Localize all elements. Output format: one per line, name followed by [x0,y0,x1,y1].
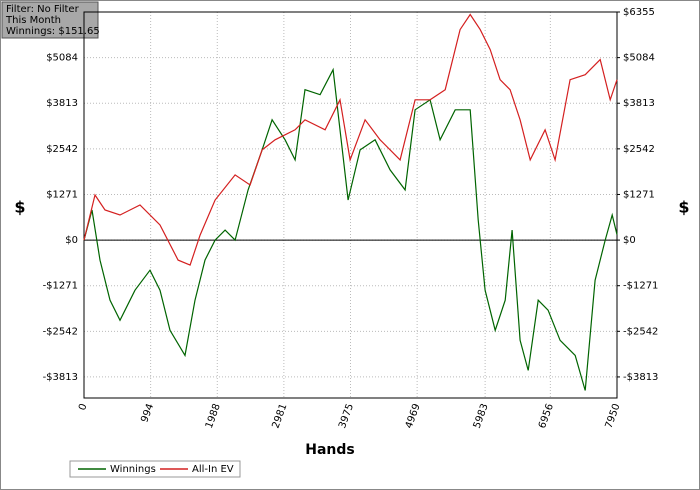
y2-tick-label: $2542 [623,144,655,155]
info-text: Winnings: $151.65 [6,26,100,37]
plot-border [83,11,618,399]
y2-tick-label: $6355 [623,7,655,18]
series-line [83,13,618,266]
y-tick-label: $1271 [46,189,78,200]
y2-axis-label: $ [678,198,689,217]
info-text: Filter: No Filter [6,4,80,15]
y-tick-label: $2542 [46,144,78,155]
x-axis-label: Hands [305,442,355,458]
info-text: This Month [5,15,61,26]
y-axis-label: $ [14,198,25,217]
legend-label: All-In EV [192,464,234,475]
y2-tick-label: $3813 [623,98,655,109]
y-tick-label: -$3813 [43,372,78,383]
y2-tick-label: -$3813 [623,372,658,383]
x-tick-label: 0 [77,402,90,412]
series-line [83,67,618,391]
info-box-bg [1,1,99,39]
y2-tick-label: $1271 [623,189,655,200]
y-tick-label: $5084 [46,53,78,64]
y-tick-label: $0 [65,235,78,246]
y2-tick-label: $5084 [623,53,655,64]
legend-label: Winnings [110,464,156,475]
y-tick-label: $3813 [46,98,78,109]
y-tick-label: -$1271 [43,281,78,292]
legend-box [69,460,241,478]
y2-tick-label: -$1271 [623,281,658,292]
y-tick-label: -$2542 [43,326,78,337]
y2-tick-label: $0 [623,235,636,246]
y2-tick-label: -$2542 [623,326,658,337]
